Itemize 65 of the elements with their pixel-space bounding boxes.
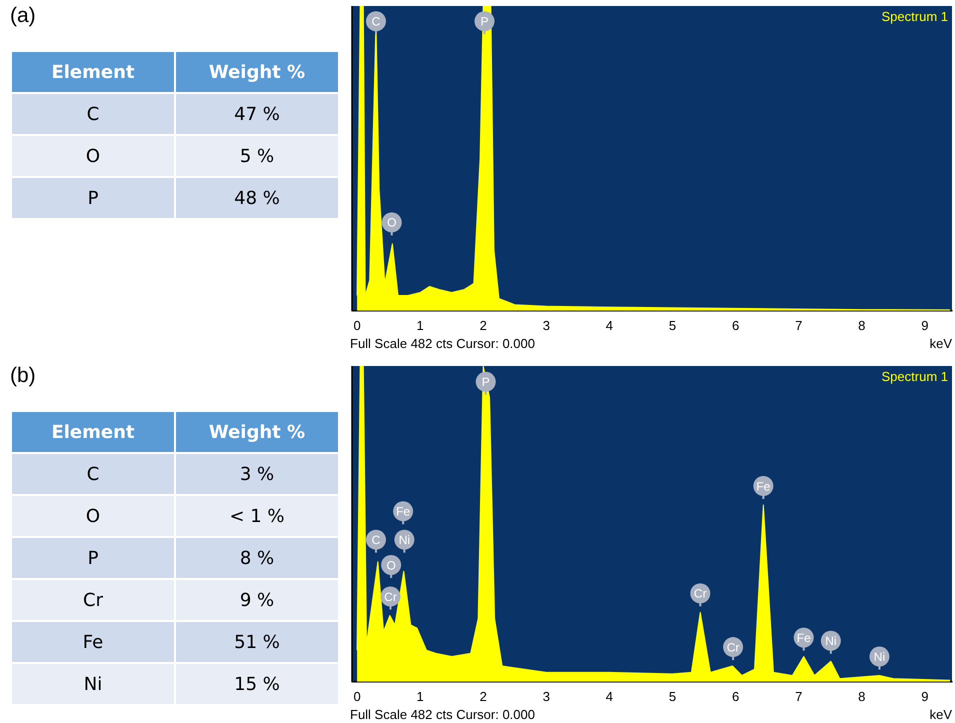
x-tick-label: 0	[353, 689, 361, 704]
text: Full Scale 482 cts Cursor: 0.000	[350, 336, 535, 352]
text: 9 %	[240, 590, 274, 610]
text: 8 %	[240, 548, 274, 568]
category-label: P	[11, 537, 175, 579]
text: 15 %	[234, 674, 280, 694]
x-tick-label: 5	[668, 318, 676, 334]
annotation: Cr	[384, 590, 397, 604]
text: 5 %	[240, 146, 274, 166]
annotation: O	[387, 216, 396, 230]
x-tick-label: 2	[480, 318, 487, 334]
text: 48 %	[234, 188, 280, 208]
category-label: O	[11, 135, 175, 177]
text: Weight %	[175, 411, 339, 453]
category-label: Cr	[11, 579, 175, 621]
annotation: C	[372, 533, 381, 548]
annotation: P	[482, 375, 490, 390]
x-tick-label: 8	[858, 689, 866, 704]
annotation: Fe	[796, 630, 812, 645]
annotation: Ni	[874, 650, 886, 664]
x-tick-label: 3	[542, 689, 550, 704]
x-tick-label: 6	[732, 689, 740, 704]
text: (a)	[10, 3, 37, 29]
text: 51 %	[234, 632, 280, 652]
x-tick-label: 1	[416, 318, 424, 334]
text: (b)	[10, 363, 37, 389]
annotation: Spectrum 1	[882, 369, 948, 384]
x-axis-title: keV	[930, 706, 952, 722]
category-label: Ni	[11, 663, 175, 705]
annotation: Spectrum 1	[882, 9, 948, 24]
x-tick-label: 7	[795, 689, 802, 704]
annotation: Cr	[726, 640, 740, 654]
annotation: Ni	[825, 634, 837, 648]
category-label: C	[11, 93, 175, 135]
category-label: O	[11, 495, 175, 537]
text: 47 %	[234, 104, 280, 124]
x-tick-label: 7	[795, 318, 802, 334]
x-tick-label: 8	[858, 318, 866, 334]
annotation: Ni	[398, 533, 410, 548]
x-tick-label: 3	[542, 318, 550, 334]
x-axis-title: keV	[930, 336, 952, 351]
x-tick-label: 9	[921, 689, 928, 704]
category-label: P	[11, 177, 175, 219]
annotation: C	[372, 14, 381, 29]
text: Element	[11, 411, 175, 453]
text: Element	[11, 51, 175, 93]
x-tick-label: 0	[353, 318, 361, 334]
annotation: O	[386, 558, 396, 572]
x-tick-label: 6	[732, 318, 740, 334]
x-tick-label: 9	[921, 318, 928, 334]
category-label: Fe	[11, 621, 175, 663]
annotation: P	[480, 14, 488, 29]
x-tick-label: 5	[668, 689, 676, 704]
category-label: C	[11, 453, 175, 495]
x-tick-label: 4	[606, 318, 614, 334]
text: Full Scale 482 cts Cursor: 0.000	[350, 707, 535, 722]
text: 3 %	[240, 464, 274, 484]
x-tick-label: 1	[416, 689, 424, 704]
text: Weight %	[175, 51, 339, 93]
annotation: Fe	[756, 479, 771, 494]
x-tick-label: 4	[606, 689, 614, 704]
x-tick-label: 2	[480, 689, 487, 704]
annotation: Fe	[396, 504, 410, 519]
annotation: Cr	[694, 586, 707, 601]
text: < 1 %	[229, 506, 285, 526]
